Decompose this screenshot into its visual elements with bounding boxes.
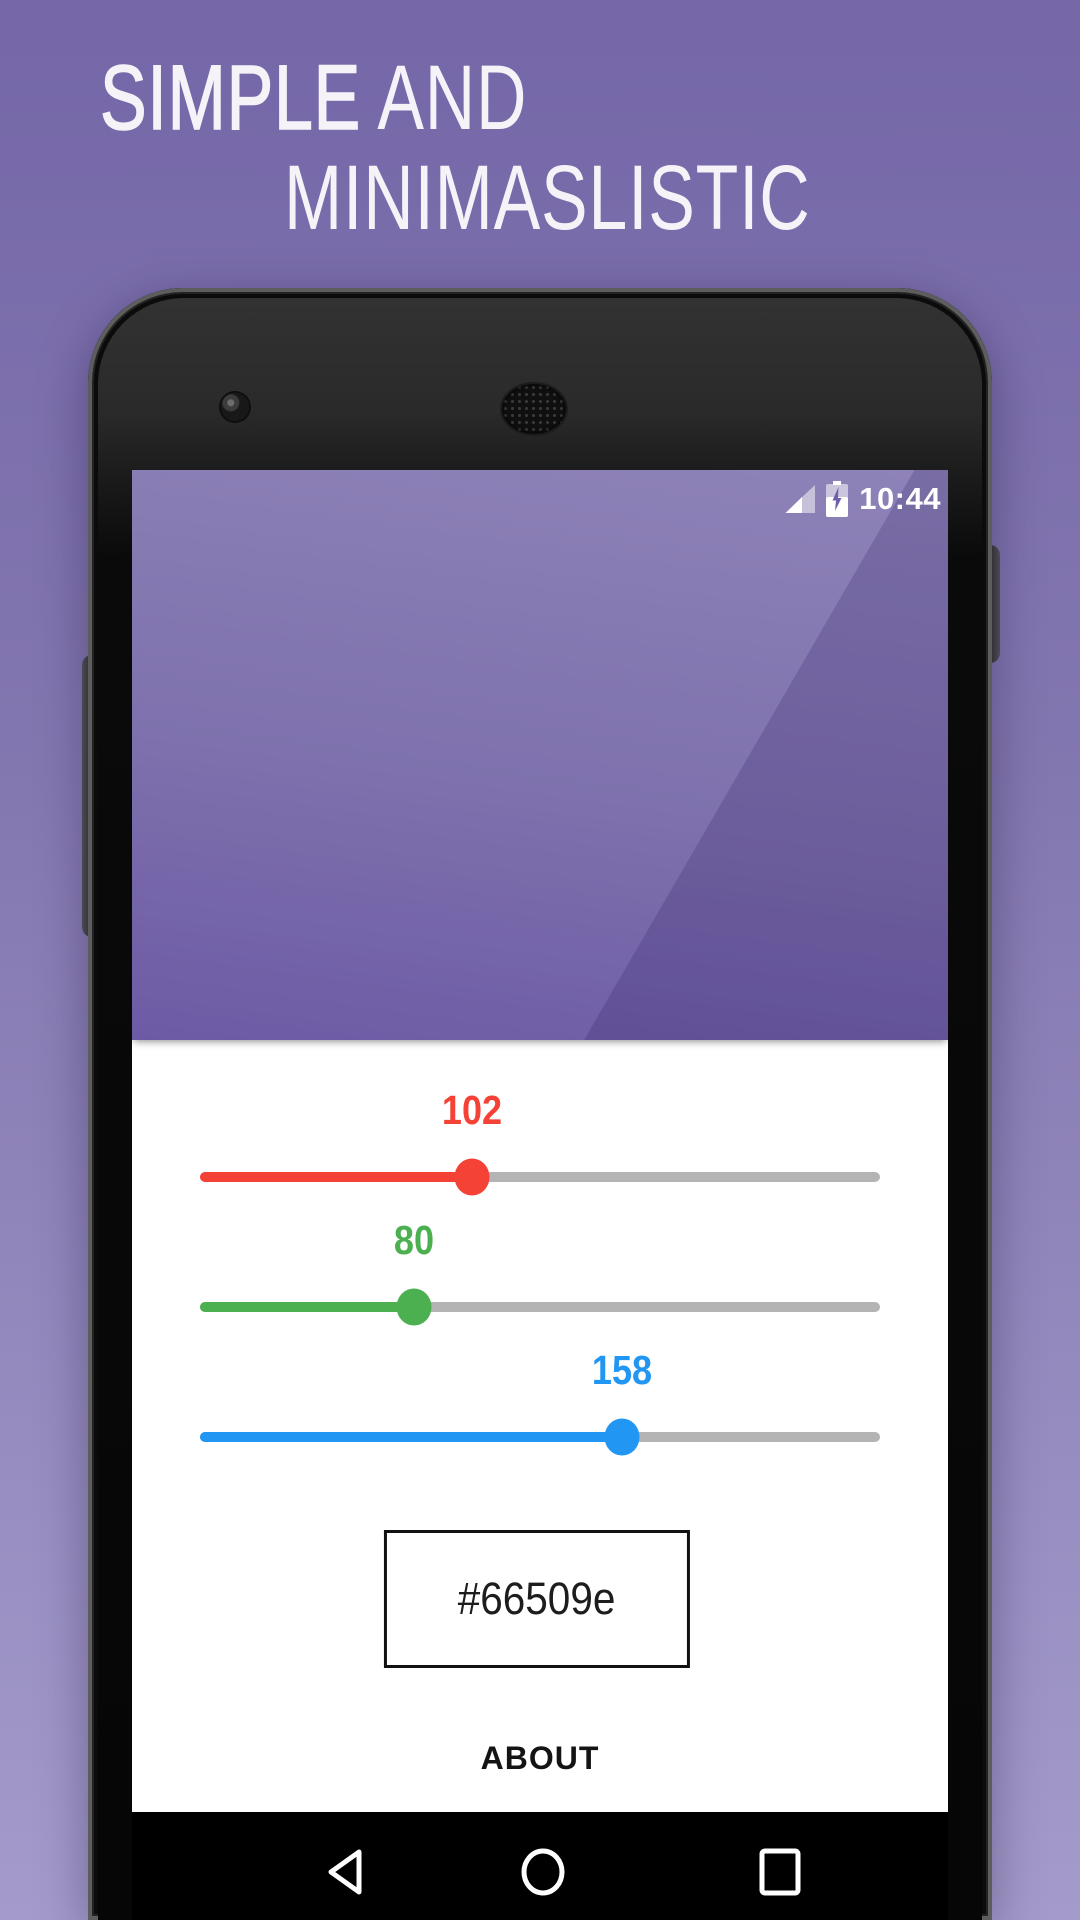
controls-panel: 102 80 158 — [132, 1040, 948, 1812]
phone-mockup: 10:44 102 80 — [88, 288, 992, 1920]
about-button[interactable]: ABOUT — [480, 1740, 600, 1776]
battery-icon — [826, 481, 849, 517]
wallpaper-diagonal-shade — [584, 470, 948, 1040]
home-button-icon[interactable] — [519, 1848, 567, 1896]
red-slider-thumb[interactable] — [454, 1158, 490, 1196]
recents-button-icon[interactable] — [758, 1848, 802, 1896]
signal-icon — [785, 485, 816, 513]
green-value-label: 80 — [393, 1217, 434, 1263]
hex-color-box[interactable]: #66509e — [383, 1530, 690, 1668]
green-slider-track[interactable] — [200, 1288, 880, 1326]
hero-title-line1: SIMPLE AND — [99, 51, 527, 145]
blue-slider: 158 — [200, 1347, 880, 1477]
earpiece-speaker — [502, 384, 566, 434]
color-preview-area: 10:44 — [132, 470, 948, 1040]
red-slider-fill — [200, 1172, 472, 1182]
hex-color-value: #66509e — [458, 1573, 616, 1624]
hero-title-line2: MINIMASLISTIC — [284, 147, 811, 249]
green-slider: 80 — [200, 1217, 880, 1347]
red-value-label: 102 — [441, 1087, 503, 1133]
green-slider-thumb[interactable] — [396, 1288, 432, 1326]
back-button-icon[interactable] — [326, 1848, 364, 1896]
front-camera — [221, 393, 249, 421]
clock: 10:44 — [859, 481, 941, 516]
hero-title-strong: SIMPLE — [99, 47, 362, 149]
blue-slider-fill — [200, 1432, 622, 1442]
blue-slider-thumb[interactable] — [604, 1418, 640, 1456]
red-slider-track[interactable] — [200, 1158, 880, 1196]
green-slider-fill — [200, 1302, 414, 1312]
red-slider: 102 — [200, 1087, 880, 1217]
status-bar: 10:44 — [132, 470, 948, 528]
blue-value-label: 158 — [591, 1347, 652, 1393]
phone-screen: 10:44 102 80 — [132, 470, 948, 1920]
blue-slider-track[interactable] — [200, 1418, 880, 1456]
android-navigation-bar — [132, 1812, 948, 1920]
hero-title-rest: AND — [361, 47, 528, 149]
